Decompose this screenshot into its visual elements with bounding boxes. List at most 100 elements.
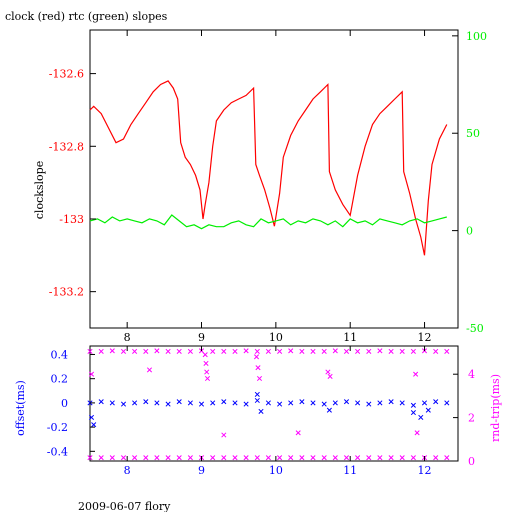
point-offset <box>326 407 332 413</box>
point-rnd-trip <box>88 371 95 377</box>
point-rnd-trip <box>232 455 238 461</box>
point-offset <box>388 399 394 405</box>
top-y2tick-label: 50 <box>466 127 480 140</box>
top-xtick-label: 9 <box>198 331 205 344</box>
point-offset <box>418 414 424 420</box>
point-rnd-trip <box>243 455 249 461</box>
point-offset <box>343 399 350 405</box>
point-rnd-trip <box>143 348 149 354</box>
bottom-panel: 8 9 10 11 12 0.4 0.2 0 -0.2 -0.4 4 2 0 offset(ms) rn… <box>14 345 502 477</box>
point-offset <box>243 401 249 407</box>
point-rnd-trip <box>210 455 216 461</box>
bottom-ytick-label: -0.4 <box>47 445 68 458</box>
top-xtick-label: 10 <box>269 331 283 344</box>
point-offset <box>98 399 104 405</box>
point-rnd-trip <box>87 348 93 354</box>
point-rnd-trip <box>444 455 450 461</box>
point-offset <box>277 401 283 407</box>
top-ytick-label: -133.2 <box>49 286 84 299</box>
point-offset <box>109 400 115 406</box>
point-rnd-trip <box>327 373 333 379</box>
bottom-xtick-label: 12 <box>418 464 432 477</box>
point-offset <box>366 401 372 407</box>
point-rnd-trip <box>109 348 115 354</box>
point-offset <box>377 400 383 406</box>
bottom-xtick-label: 9 <box>198 464 205 477</box>
point-rnd-trip <box>388 348 394 354</box>
point-offset <box>355 400 361 406</box>
point-rnd-trip <box>310 348 316 354</box>
point-offset <box>299 399 305 405</box>
point-offset <box>288 400 294 406</box>
point-rnd-trip <box>98 348 104 354</box>
point-rnd-trip <box>444 348 450 354</box>
point-rnd-trip <box>98 455 104 461</box>
point-rnd-trip <box>325 369 331 375</box>
point-rnd-trip <box>221 348 227 354</box>
point-rnd-trip <box>187 348 193 354</box>
point-rnd-trip <box>203 360 209 366</box>
point-rnd-trip <box>399 455 405 461</box>
point-rnd-trip <box>232 348 238 354</box>
top-series-layer <box>89 80 448 256</box>
top-ytick-label: -132.8 <box>49 140 84 153</box>
point-offset <box>221 399 227 405</box>
point-rnd-trip <box>355 348 361 354</box>
point-rnd-trip <box>210 348 216 354</box>
point-rnd-trip <box>253 354 260 360</box>
point-offset <box>154 400 160 406</box>
top-y2tick-label: -50 <box>466 322 484 335</box>
point-rnd-trip <box>165 348 171 354</box>
top-xtick-label: 11 <box>343 331 357 344</box>
point-rnd-trip <box>120 455 127 461</box>
bottom-ytick-label: -0.2 <box>47 421 68 434</box>
point-offset <box>210 400 216 406</box>
point-rnd-trip <box>295 430 301 436</box>
point-rnd-trip <box>154 348 160 354</box>
point-rnd-trip <box>332 455 338 461</box>
point-rnd-trip <box>288 348 294 354</box>
point-rnd-trip <box>299 455 305 461</box>
point-offset <box>91 422 97 428</box>
point-rnd-trip <box>154 455 160 461</box>
top-ylabel: clockslope <box>33 161 46 219</box>
bottom-axes-layer: 8 9 10 11 12 0.4 0.2 0 -0.2 -0.4 4 2 0 <box>47 346 475 477</box>
point-rnd-trip <box>176 348 182 354</box>
point-rnd-trip <box>343 455 350 461</box>
point-rnd-trip <box>433 348 439 354</box>
point-rnd-trip <box>377 455 383 461</box>
point-rnd-trip <box>288 455 294 461</box>
bottom-series-layer <box>87 348 450 461</box>
point-rnd-trip <box>332 348 338 354</box>
point-offset <box>310 400 316 406</box>
point-rnd-trip <box>366 348 372 354</box>
point-rnd-trip <box>399 348 405 354</box>
point-rnd-trip <box>187 455 193 461</box>
point-offset <box>421 400 428 406</box>
point-rnd-trip <box>265 455 271 461</box>
point-rnd-trip <box>109 455 115 461</box>
bottom-xtick-label: 8 <box>124 464 131 477</box>
point-offset <box>433 399 439 405</box>
point-rnd-trip <box>204 369 210 375</box>
top-y2tick-label: 0 <box>466 225 473 238</box>
point-rnd-trip <box>277 455 283 461</box>
point-rnd-trip <box>433 455 439 461</box>
bottom-y2tick-label: 0 <box>468 455 475 468</box>
point-rnd-trip <box>254 348 260 354</box>
point-offset <box>176 399 182 405</box>
point-offset <box>321 401 327 407</box>
point-offset <box>254 397 260 404</box>
point-rnd-trip <box>310 455 316 461</box>
point-offset <box>143 399 149 405</box>
point-rnd-trip <box>221 455 227 461</box>
bottom-y2label: rnd-trip(ms) <box>489 374 502 442</box>
point-rnd-trip <box>410 455 416 461</box>
top-axes-layer: 8 9 10 11 12 -132.6 -132.8 -133 -133.2 100 50 0 -50 <box>49 30 487 344</box>
series-line-clock <box>89 80 448 256</box>
point-offset <box>187 400 193 406</box>
bottom-ytick-label: 0.2 <box>51 373 69 386</box>
point-rnd-trip <box>165 455 171 461</box>
